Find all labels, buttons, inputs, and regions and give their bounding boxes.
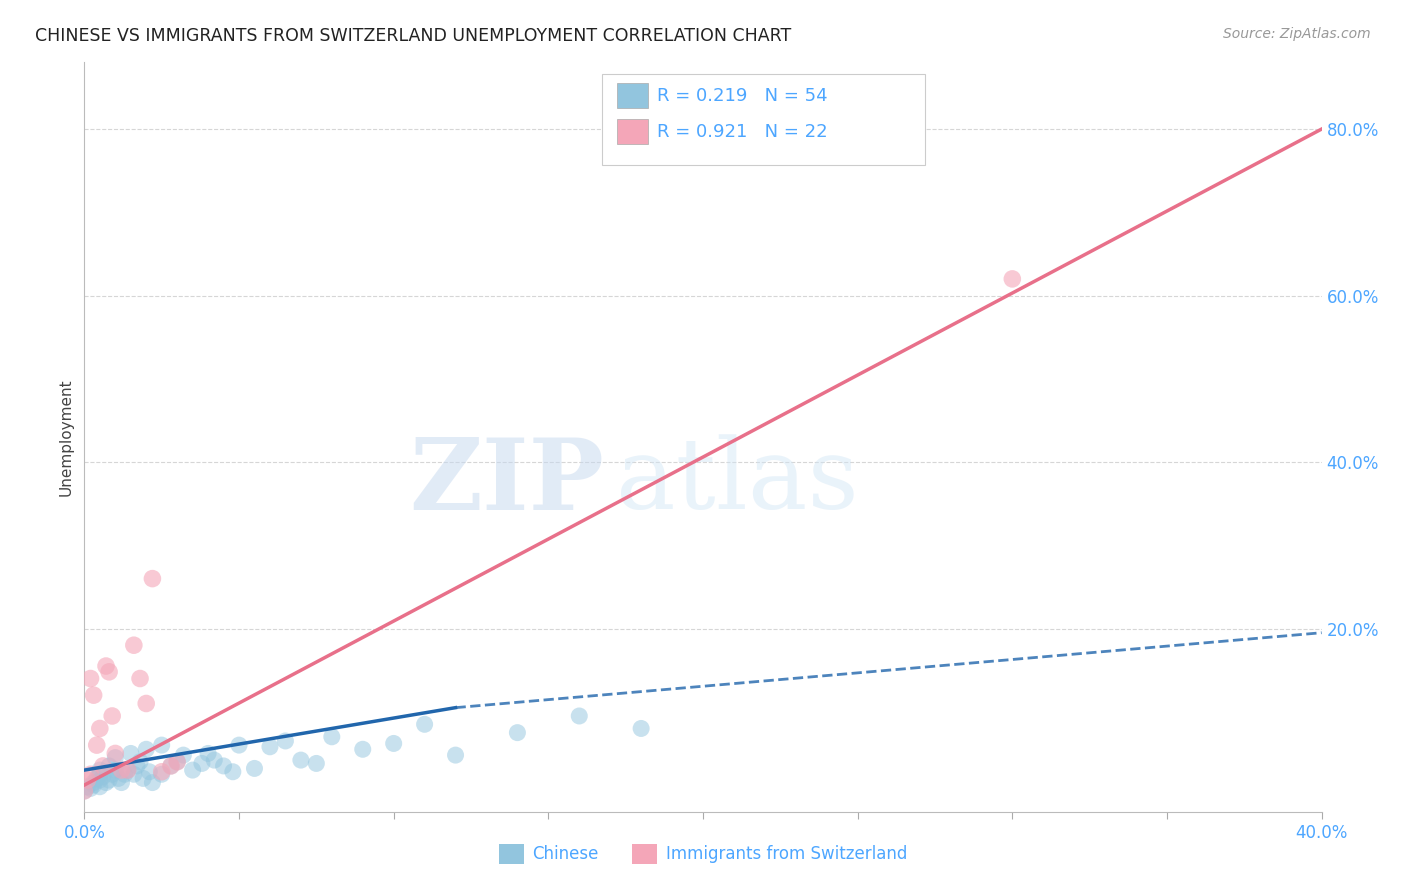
Point — [352, 742, 374, 756]
Point — [506, 725, 529, 739]
Point — [89, 773, 111, 788]
Point — [135, 697, 157, 711]
Text: R = 0.219   N = 54: R = 0.219 N = 54 — [657, 87, 827, 104]
Point — [568, 709, 591, 723]
Point — [101, 709, 124, 723]
Text: CHINESE VS IMMIGRANTS FROM SWITZERLAND UNEMPLOYMENT CORRELATION CHART: CHINESE VS IMMIGRANTS FROM SWITZERLAND U… — [35, 27, 792, 45]
Point — [141, 572, 163, 586]
Point — [117, 763, 139, 777]
Point — [94, 659, 117, 673]
Point — [104, 747, 127, 761]
Point — [630, 722, 652, 736]
Point — [141, 775, 163, 789]
Text: Source: ZipAtlas.com: Source: ZipAtlas.com — [1223, 27, 1371, 41]
Point — [117, 763, 139, 777]
Point — [228, 738, 250, 752]
Point — [290, 753, 312, 767]
Point — [73, 784, 96, 798]
Text: atlas: atlas — [616, 434, 859, 530]
Point — [98, 759, 121, 773]
Point — [160, 759, 183, 773]
Point — [120, 747, 142, 761]
Point — [79, 767, 101, 781]
Point — [79, 672, 101, 686]
Point — [83, 778, 105, 792]
Point — [98, 773, 121, 788]
Point — [83, 775, 105, 789]
Point — [132, 772, 155, 786]
Point — [160, 759, 183, 773]
Point — [150, 764, 173, 779]
Point — [321, 730, 343, 744]
Legend: Chinese, Immigrants from Switzerland: Chinese, Immigrants from Switzerland — [492, 838, 914, 871]
Point — [243, 761, 266, 775]
Point — [79, 781, 101, 796]
Point — [413, 717, 436, 731]
Point — [181, 763, 204, 777]
Point — [104, 763, 127, 777]
Point — [305, 756, 328, 771]
Point — [89, 780, 111, 794]
Point — [259, 739, 281, 754]
Point — [110, 763, 132, 777]
Point — [76, 780, 98, 794]
Point — [129, 755, 152, 769]
Point — [202, 753, 225, 767]
Point — [86, 772, 108, 786]
Text: ZIP: ZIP — [409, 434, 605, 531]
Point — [76, 773, 98, 788]
Point — [83, 688, 105, 702]
Point — [89, 767, 111, 781]
Point — [89, 722, 111, 736]
Point — [73, 784, 96, 798]
Point — [444, 748, 467, 763]
Point — [104, 750, 127, 764]
Point — [89, 763, 111, 777]
Point — [135, 742, 157, 756]
Point — [94, 775, 117, 789]
Point — [382, 736, 405, 750]
Point — [122, 638, 145, 652]
Point — [114, 767, 136, 781]
Point — [197, 747, 219, 761]
Point — [101, 767, 124, 781]
Point — [212, 759, 235, 773]
Point — [91, 770, 114, 784]
Point — [150, 767, 173, 781]
Point — [222, 764, 245, 779]
Point — [172, 748, 194, 763]
Point — [110, 775, 132, 789]
Point — [166, 755, 188, 769]
Y-axis label: Unemployment: Unemployment — [58, 378, 73, 496]
Point — [129, 672, 152, 686]
Point — [274, 734, 297, 748]
Point — [138, 764, 160, 779]
Point — [125, 759, 148, 773]
Point — [1001, 272, 1024, 286]
Point — [98, 665, 121, 679]
Point — [91, 759, 114, 773]
Point — [107, 772, 129, 786]
Point — [166, 755, 188, 769]
Point — [150, 738, 173, 752]
Text: R = 0.921   N = 22: R = 0.921 N = 22 — [657, 123, 827, 141]
Point — [86, 738, 108, 752]
Point — [191, 756, 214, 771]
Point — [122, 767, 145, 781]
